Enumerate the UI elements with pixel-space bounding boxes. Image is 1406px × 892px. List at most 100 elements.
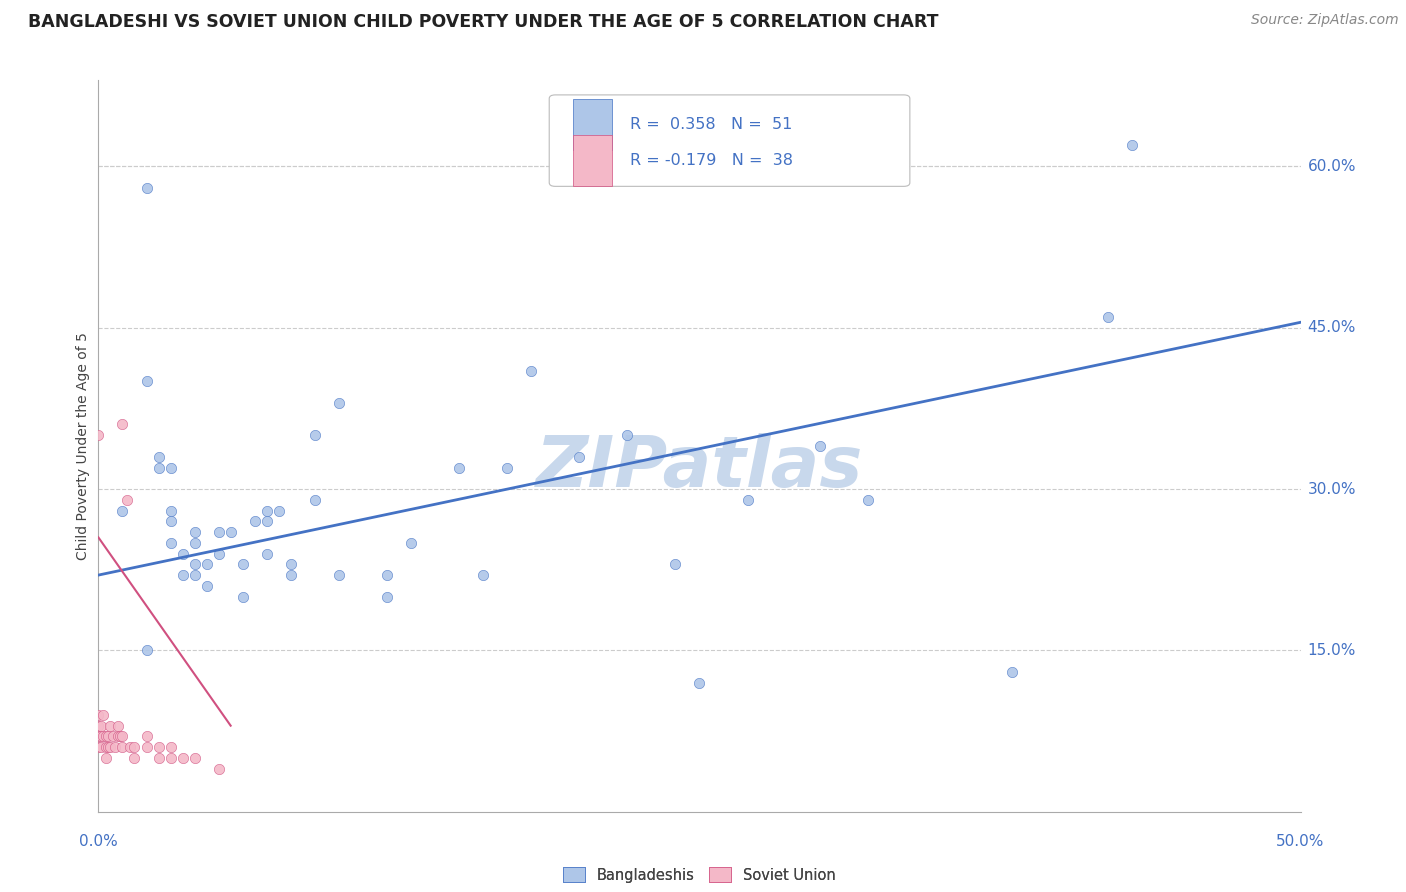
Point xyxy=(148,460,170,475)
FancyBboxPatch shape xyxy=(550,95,910,186)
Point xyxy=(808,439,831,453)
Point xyxy=(1121,137,1143,152)
Point xyxy=(520,364,543,378)
Point xyxy=(172,568,194,582)
Point xyxy=(664,558,686,572)
Point xyxy=(256,514,278,528)
Point xyxy=(159,536,181,550)
Point xyxy=(232,558,254,572)
Point xyxy=(243,514,266,528)
Point xyxy=(1001,665,1024,679)
Point xyxy=(108,730,131,744)
Point xyxy=(280,568,302,582)
Point xyxy=(97,740,120,755)
Point xyxy=(111,417,134,432)
Text: R =  0.358   N =  51: R = 0.358 N = 51 xyxy=(630,117,792,132)
Text: Source: ZipAtlas.com: Source: ZipAtlas.com xyxy=(1251,13,1399,28)
Point xyxy=(135,375,157,389)
Point xyxy=(91,730,114,744)
Text: 30.0%: 30.0% xyxy=(1308,482,1355,497)
Point xyxy=(208,547,231,561)
Point xyxy=(256,503,278,517)
Text: 60.0%: 60.0% xyxy=(1308,159,1355,174)
Point xyxy=(94,740,117,755)
Point xyxy=(159,503,181,517)
Text: ZIPatlas: ZIPatlas xyxy=(536,434,863,502)
Point xyxy=(183,536,205,550)
Point xyxy=(90,740,112,755)
Point xyxy=(183,751,205,765)
Point xyxy=(111,503,134,517)
Point xyxy=(256,547,278,561)
Point xyxy=(568,450,591,464)
Point xyxy=(280,558,302,572)
Point xyxy=(399,536,422,550)
Point xyxy=(375,568,398,582)
Point xyxy=(87,740,110,755)
Point xyxy=(87,428,110,442)
Point xyxy=(117,492,139,507)
Point xyxy=(737,492,759,507)
Point xyxy=(97,730,120,744)
Point xyxy=(124,751,146,765)
Point xyxy=(100,740,122,755)
Point xyxy=(195,579,218,593)
Point xyxy=(90,730,112,744)
Point xyxy=(304,428,326,442)
Point xyxy=(87,730,110,744)
Point xyxy=(94,730,117,744)
Point xyxy=(111,740,134,755)
Point xyxy=(91,707,114,722)
Point xyxy=(172,547,194,561)
Point xyxy=(135,740,157,755)
Point xyxy=(688,675,710,690)
Point xyxy=(107,730,129,744)
Text: 0.0%: 0.0% xyxy=(79,834,118,849)
Point xyxy=(124,740,146,755)
Point xyxy=(135,730,157,744)
Point xyxy=(94,751,117,765)
Point xyxy=(232,590,254,604)
Point xyxy=(111,730,134,744)
Text: BANGLADESHI VS SOVIET UNION CHILD POVERTY UNDER THE AGE OF 5 CORRELATION CHART: BANGLADESHI VS SOVIET UNION CHILD POVERT… xyxy=(28,13,939,31)
FancyBboxPatch shape xyxy=(574,99,612,150)
Point xyxy=(328,396,350,410)
Point xyxy=(159,514,181,528)
Y-axis label: Child Poverty Under the Age of 5: Child Poverty Under the Age of 5 xyxy=(76,332,90,560)
Point xyxy=(87,707,110,722)
Point xyxy=(148,450,170,464)
Point xyxy=(135,181,157,195)
Point xyxy=(267,503,290,517)
Text: R = -0.179   N =  38: R = -0.179 N = 38 xyxy=(630,153,793,169)
Point xyxy=(87,719,110,733)
Point xyxy=(616,428,638,442)
Point xyxy=(219,524,242,539)
Text: 45.0%: 45.0% xyxy=(1308,320,1355,335)
Point xyxy=(159,751,181,765)
Point xyxy=(183,524,205,539)
Point xyxy=(101,730,124,744)
Point xyxy=(375,590,398,604)
Point xyxy=(496,460,519,475)
FancyBboxPatch shape xyxy=(574,136,612,186)
Point xyxy=(208,524,231,539)
Point xyxy=(183,568,205,582)
Point xyxy=(100,719,122,733)
Point xyxy=(159,460,181,475)
Point xyxy=(118,740,141,755)
Point xyxy=(183,558,205,572)
Point xyxy=(107,719,129,733)
Point xyxy=(472,568,495,582)
Point xyxy=(195,558,218,572)
Point xyxy=(304,492,326,507)
Text: 50.0%: 50.0% xyxy=(1277,834,1324,849)
Point xyxy=(135,643,157,657)
Point xyxy=(90,719,112,733)
Point xyxy=(148,740,170,755)
Point xyxy=(447,460,470,475)
Point xyxy=(104,740,127,755)
Point xyxy=(328,568,350,582)
Point xyxy=(1097,310,1119,324)
Legend: Bangladeshis, Soviet Union: Bangladeshis, Soviet Union xyxy=(558,862,841,888)
Point xyxy=(172,751,194,765)
